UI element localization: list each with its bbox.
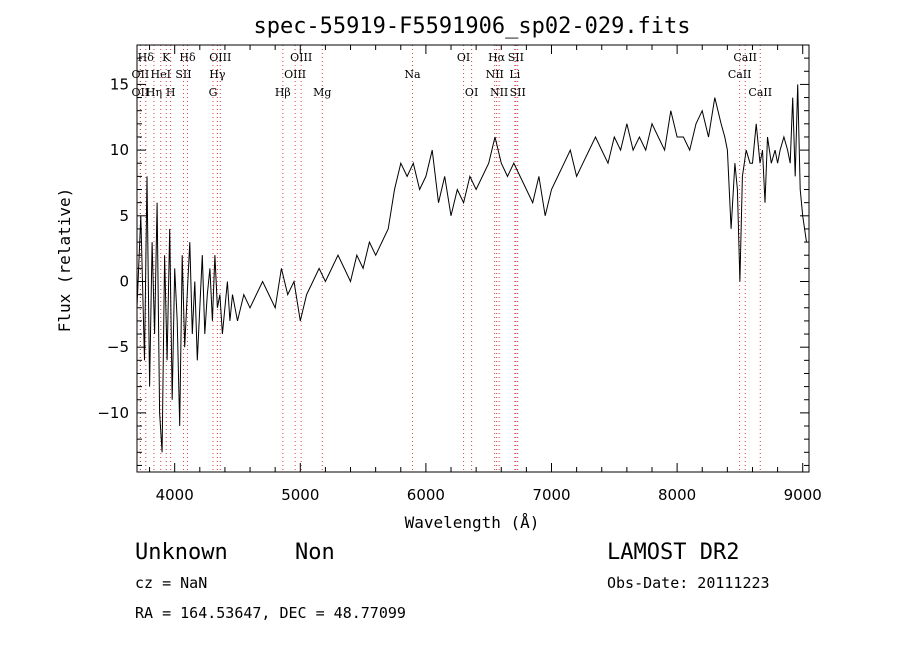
line-label-top-4: OIII <box>290 51 312 64</box>
x-tick-label-2: 6000 <box>407 486 445 504</box>
line-label-bottom-7: NII <box>490 86 508 99</box>
x-tick-label-1: 5000 <box>281 486 319 504</box>
line-label-bottom-8: SII <box>510 86 526 99</box>
line-label-bottom-4: Hβ <box>275 86 291 99</box>
line-label-top-5: OI <box>457 51 470 64</box>
obs-date-label: Obs-Date: 20111223 <box>607 574 770 592</box>
line-label-middle-3: Hγ <box>209 68 226 81</box>
line-label-bottom-5: Mg <box>313 86 331 99</box>
line-label-top-0: Hδ <box>138 51 155 64</box>
y-tick-label-4: 10 <box>110 141 129 159</box>
spectral-line-markers <box>139 45 761 472</box>
y-tick-label-5: 15 <box>110 75 129 93</box>
redshift-label: cz = NaN <box>135 574 208 592</box>
line-label-top-3: OIII <box>209 51 231 64</box>
y-tick-label-1: −5 <box>107 338 129 356</box>
plot-frame <box>136 44 810 473</box>
line-label-bottom-1: Hη <box>146 86 162 99</box>
line-label-bottom-3: G <box>209 86 218 99</box>
line-label-top-8: CaII <box>733 51 757 64</box>
line-label-top-2: Hδ <box>179 51 196 64</box>
x-tick-label-4: 8000 <box>658 486 696 504</box>
line-label-top-7: SII <box>508 51 524 64</box>
line-label-bottom-0: OII <box>132 86 150 99</box>
line-label-middle-7: Li <box>509 68 520 81</box>
x-tick-label-3: 7000 <box>532 486 570 504</box>
data-release-label: LAMOST DR2 <box>607 540 740 565</box>
line-label-middle-0: OII <box>132 68 150 81</box>
subclass-label: Non <box>295 540 335 565</box>
x-tick-label-5: 9000 <box>784 486 822 504</box>
line-label-middle-5: Na <box>404 68 421 81</box>
spectrum-series <box>136 84 807 453</box>
x-tick-label-0: 4000 <box>156 486 194 504</box>
line-label-top-6: Hα <box>488 51 506 64</box>
y-axis-ticks: −10 −5 0 5 10 15 <box>97 44 809 466</box>
line-label-middle-8: CaII <box>728 68 752 81</box>
line-label-middle-1: HeI <box>151 68 171 81</box>
y-tick-label-0: −10 <box>97 404 129 422</box>
x-axis-ticks: 4000 5000 6000 7000 8000 9000 <box>149 45 822 504</box>
y-tick-label-3: 5 <box>119 207 129 225</box>
line-label-middle-4: OIII <box>284 68 306 81</box>
line-label-bottom-9: CaII <box>748 86 772 99</box>
line-label-bottom-2: H <box>166 86 176 99</box>
x-axis-label: Wavelength (Å) <box>405 513 540 532</box>
coordinates-label: RA = 164.53647, DEC = 48.77099 <box>135 604 406 622</box>
spectrum-line-0 <box>136 84 807 453</box>
y-axis-label: Flux (relative) <box>55 188 74 333</box>
line-label-top-1: K <box>162 51 171 64</box>
line-label-middle-6: NII <box>486 68 504 81</box>
line-label-bottom-6: OI <box>465 86 478 99</box>
class-label: Unknown <box>135 540 228 565</box>
y-tick-label-2: 0 <box>119 272 129 290</box>
chart-title: spec-55919-F5591906_sp02-029.fits <box>253 14 690 39</box>
line-label-middle-2: SII <box>175 68 191 81</box>
